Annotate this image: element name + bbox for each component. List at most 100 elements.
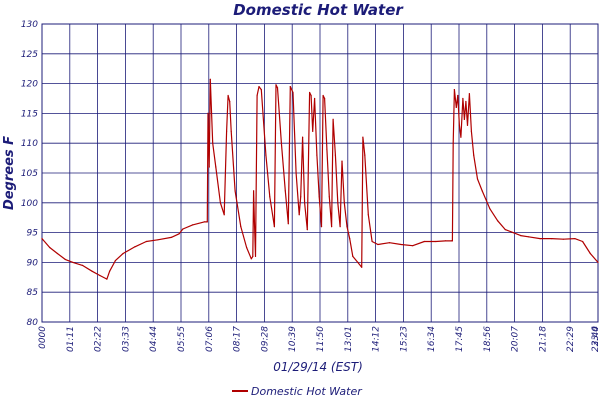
data-point	[273, 226, 275, 228]
data-point	[574, 238, 576, 240]
x-tick-label: 13:01	[344, 326, 354, 352]
y-tick-label: 100	[21, 199, 38, 209]
data-point	[206, 221, 208, 223]
data-point	[400, 243, 402, 246]
data-point	[455, 106, 457, 108]
data-point	[473, 154, 475, 156]
data-point	[362, 136, 364, 138]
x-tick-label: 02:22	[94, 326, 104, 352]
x-tick-label: 20:07	[511, 326, 521, 352]
data-point	[324, 97, 326, 100]
data-point	[562, 238, 564, 240]
data-point	[91, 270, 93, 272]
data-point	[56, 252, 59, 255]
x-tick-label: 16:34	[427, 326, 437, 352]
data-point	[367, 214, 369, 216]
data-point	[504, 229, 506, 231]
data-point	[260, 89, 262, 91]
data-point	[306, 229, 308, 231]
y-tick-label: 110	[21, 139, 38, 149]
data-point	[227, 94, 229, 97]
data-point	[341, 160, 343, 162]
data-point	[234, 190, 236, 192]
data-point	[276, 87, 279, 89]
data-point	[339, 226, 341, 228]
x-tick-label: 07:06	[205, 326, 215, 352]
data-point	[72, 261, 74, 263]
data-point	[109, 270, 111, 272]
data-point	[458, 124, 460, 126]
x-tick-label: 10:39	[288, 326, 298, 352]
x-axis-label: 01/29/14 (EST)	[273, 360, 363, 374]
data-point	[246, 246, 248, 249]
y-tick-label: 115	[21, 109, 38, 119]
data-point	[229, 100, 231, 103]
data-point	[453, 89, 455, 91]
x-tick-label: 04:44	[149, 326, 159, 352]
data-point	[258, 86, 260, 88]
data-point	[589, 252, 591, 255]
data-point	[275, 84, 277, 86]
plot-frame	[41, 23, 599, 323]
chart-title: Domestic Hot Water	[233, 1, 404, 19]
data-point	[314, 97, 316, 100]
data-point	[320, 226, 323, 228]
data-point	[361, 266, 363, 268]
data-point	[457, 94, 459, 97]
data-point	[178, 233, 180, 235]
x-tick-label: 15:23	[399, 326, 409, 352]
data-point	[212, 142, 214, 144]
data-point	[81, 264, 84, 266]
x-axis-ticks: 0000 01:11 02:22 03:33 04:44 05:55 07:06 08:17 0…	[38, 326, 600, 352]
y-tick-label: 90	[27, 258, 39, 268]
data-point	[331, 226, 333, 228]
data-point	[328, 196, 330, 198]
y-tick-label: 85	[27, 288, 39, 298]
data-point	[208, 166, 210, 168]
data-point	[265, 154, 267, 156]
data-point	[539, 238, 541, 240]
y-tick-label: 105	[21, 169, 38, 179]
x-tick-label: 22:29	[566, 326, 576, 352]
data-point	[349, 238, 351, 240]
y-axis-ticks: 80 85 90 95 100 105 110 115 120 125 130	[21, 20, 38, 328]
x-tick-label: 17:45	[455, 326, 465, 352]
data-point	[289, 86, 291, 88]
data-point	[460, 136, 462, 138]
data-point	[435, 240, 437, 243]
data-point	[512, 232, 514, 234]
data-point	[122, 252, 124, 255]
data-point	[207, 112, 209, 114]
x-tick-label: 14:12	[372, 326, 382, 352]
x-tick-label: 05:55	[177, 326, 187, 352]
data-point	[253, 220, 255, 222]
y-tick-label: 120	[21, 80, 38, 90]
data-point	[114, 260, 116, 262]
series-layer	[41, 78, 599, 280]
data-point	[316, 154, 318, 156]
data-point	[170, 236, 172, 238]
x-tick-label: 23:40	[591, 326, 600, 352]
data-point	[134, 246, 136, 248]
data-point	[145, 240, 147, 243]
data-point	[322, 94, 324, 97]
data-point	[295, 172, 297, 174]
y-axis-label: Degrees F	[2, 136, 17, 210]
data-point	[215, 166, 217, 168]
y-tick-label: 130	[21, 20, 38, 30]
x-tick-label: 18:56	[483, 326, 493, 352]
y-tick-label: 80	[27, 318, 39, 328]
data-point	[292, 91, 294, 94]
data-point	[451, 240, 453, 242]
x-tick-label: 21:18	[538, 326, 548, 352]
data-point	[388, 242, 391, 244]
data-point	[309, 91, 311, 94]
data-point	[49, 246, 51, 249]
data-point	[318, 196, 320, 198]
data-point	[343, 202, 345, 204]
data-point	[203, 221, 205, 223]
x-tick-label: 09:28	[260, 326, 270, 352]
data-point	[209, 78, 211, 80]
data-point	[304, 202, 306, 204]
data-point	[582, 240, 584, 243]
